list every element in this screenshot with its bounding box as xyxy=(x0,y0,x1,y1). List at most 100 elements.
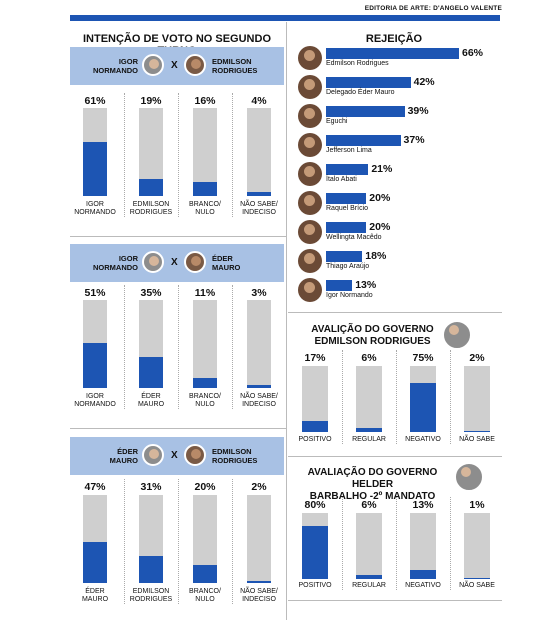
bar-value-label: 80% xyxy=(304,499,326,511)
bar xyxy=(326,48,459,59)
bar-value-label: 20% xyxy=(194,481,216,493)
bar-value-label: 16% xyxy=(194,95,216,107)
bar xyxy=(247,192,271,196)
right-margin xyxy=(506,0,560,620)
bar-value-label: 39% xyxy=(407,105,429,117)
category-label: BRANCO/NULO xyxy=(189,588,221,603)
category-label: NEGATIVO xyxy=(405,582,441,589)
bar-track xyxy=(193,108,217,196)
bar-track xyxy=(139,108,163,196)
category-label: EDMILSON RODRIGUES xyxy=(129,588,173,603)
column-separator xyxy=(124,479,126,604)
bar xyxy=(326,135,401,146)
column-separator xyxy=(178,285,180,409)
candidate-photo xyxy=(298,249,322,273)
bar-value-label: 20% xyxy=(369,221,391,233)
matchup-band xyxy=(70,244,284,282)
column-separator xyxy=(450,497,452,590)
category-label: NÃO SABE xyxy=(459,436,495,443)
column-separator xyxy=(396,350,398,444)
candidate-name: Delegado Éder Mauro xyxy=(326,89,395,96)
candidate-photo xyxy=(298,46,322,70)
bar-track xyxy=(139,300,163,388)
bar xyxy=(464,430,490,432)
bar xyxy=(139,179,163,196)
candidate-photo xyxy=(298,104,322,128)
candidate-name: Edmilson Rodrigues xyxy=(326,60,389,67)
column-separator xyxy=(342,350,344,444)
bar-track xyxy=(410,513,436,579)
bar xyxy=(247,581,271,583)
evaluation-title: AVALIÇÃO DO GOVERNO EDMILSON RODRIGUES xyxy=(311,324,434,347)
left-margin xyxy=(0,0,62,620)
candidate-photo xyxy=(298,133,322,157)
bar-value-label: 20% xyxy=(369,192,391,204)
category-label: BRANCO/NULO xyxy=(189,393,221,408)
bar-track xyxy=(302,513,328,579)
vs-label: X xyxy=(171,450,178,461)
category-label: NÃO SABE/INDECISO xyxy=(240,588,278,603)
bar-value-label: 18% xyxy=(365,250,387,262)
candidate-photo-left xyxy=(142,54,164,76)
bar-value-label: 21% xyxy=(371,163,393,175)
section-separator xyxy=(70,428,286,429)
bar-value-label: 47% xyxy=(84,481,106,493)
bar-value-label: 1% xyxy=(469,499,485,511)
governor-photo xyxy=(454,462,484,492)
bar-track xyxy=(464,513,490,579)
bar xyxy=(139,357,163,388)
bar-value-label: 61% xyxy=(84,95,106,107)
bar xyxy=(83,142,107,196)
candidate-photo xyxy=(298,220,322,244)
bar xyxy=(139,555,163,583)
candidate-photo xyxy=(298,191,322,215)
category-label: NEGATIVO xyxy=(405,436,441,443)
category-label: NÃO SABE xyxy=(459,582,495,589)
governor-photo xyxy=(442,320,472,350)
bar-track xyxy=(356,366,382,432)
bar-track xyxy=(356,513,382,579)
bar-track xyxy=(247,495,271,583)
bar-value-label: 11% xyxy=(194,287,216,299)
category-label: NÃO SABE/INDECISO xyxy=(240,393,278,408)
category-label: IGOR NORMANDO xyxy=(74,201,116,216)
evaluation-title: AVALIAÇÃO DO GOVERNO HELDER BARBALHO -2º … xyxy=(307,467,438,502)
bar xyxy=(193,378,217,388)
bar xyxy=(356,575,382,579)
candidate-photo-right xyxy=(184,251,206,273)
bar-track xyxy=(139,495,163,583)
bar-track xyxy=(247,108,271,196)
candidate-name: Wellingta Macêdo xyxy=(326,234,382,241)
bar xyxy=(83,541,107,583)
column-separator xyxy=(178,93,180,217)
bar xyxy=(193,565,217,583)
bar-track xyxy=(83,495,107,583)
matchup-candidate-right: ÉDER MAURO xyxy=(212,254,241,272)
candidate-name: Igor Normando xyxy=(326,292,373,299)
top-accent-bar xyxy=(70,15,500,21)
bar xyxy=(193,181,217,196)
bar xyxy=(83,343,107,388)
column-separator xyxy=(178,479,180,604)
vs-label: X xyxy=(171,257,178,268)
bar-value-label: 2% xyxy=(251,481,267,493)
bar xyxy=(326,222,367,233)
section-separator xyxy=(288,312,502,313)
bar xyxy=(464,578,490,579)
column-separator xyxy=(124,285,126,409)
candidate-photo xyxy=(298,75,322,99)
bar xyxy=(326,280,353,291)
candidate-name: Ítalo Abati xyxy=(326,176,357,183)
category-label: REGULAR xyxy=(352,436,386,443)
bar xyxy=(326,251,363,262)
candidate-photo xyxy=(298,278,322,302)
bar xyxy=(326,77,411,88)
bar-value-label: 4% xyxy=(251,95,267,107)
bar-track xyxy=(247,300,271,388)
section-separator xyxy=(70,236,286,237)
candidate-photo-left xyxy=(142,444,164,466)
column-separator xyxy=(232,479,234,604)
matchup-candidate-left: IGOR NORMANDO xyxy=(93,254,138,272)
column-separator xyxy=(232,285,234,409)
category-label: ÉDER MAURO xyxy=(137,393,165,408)
